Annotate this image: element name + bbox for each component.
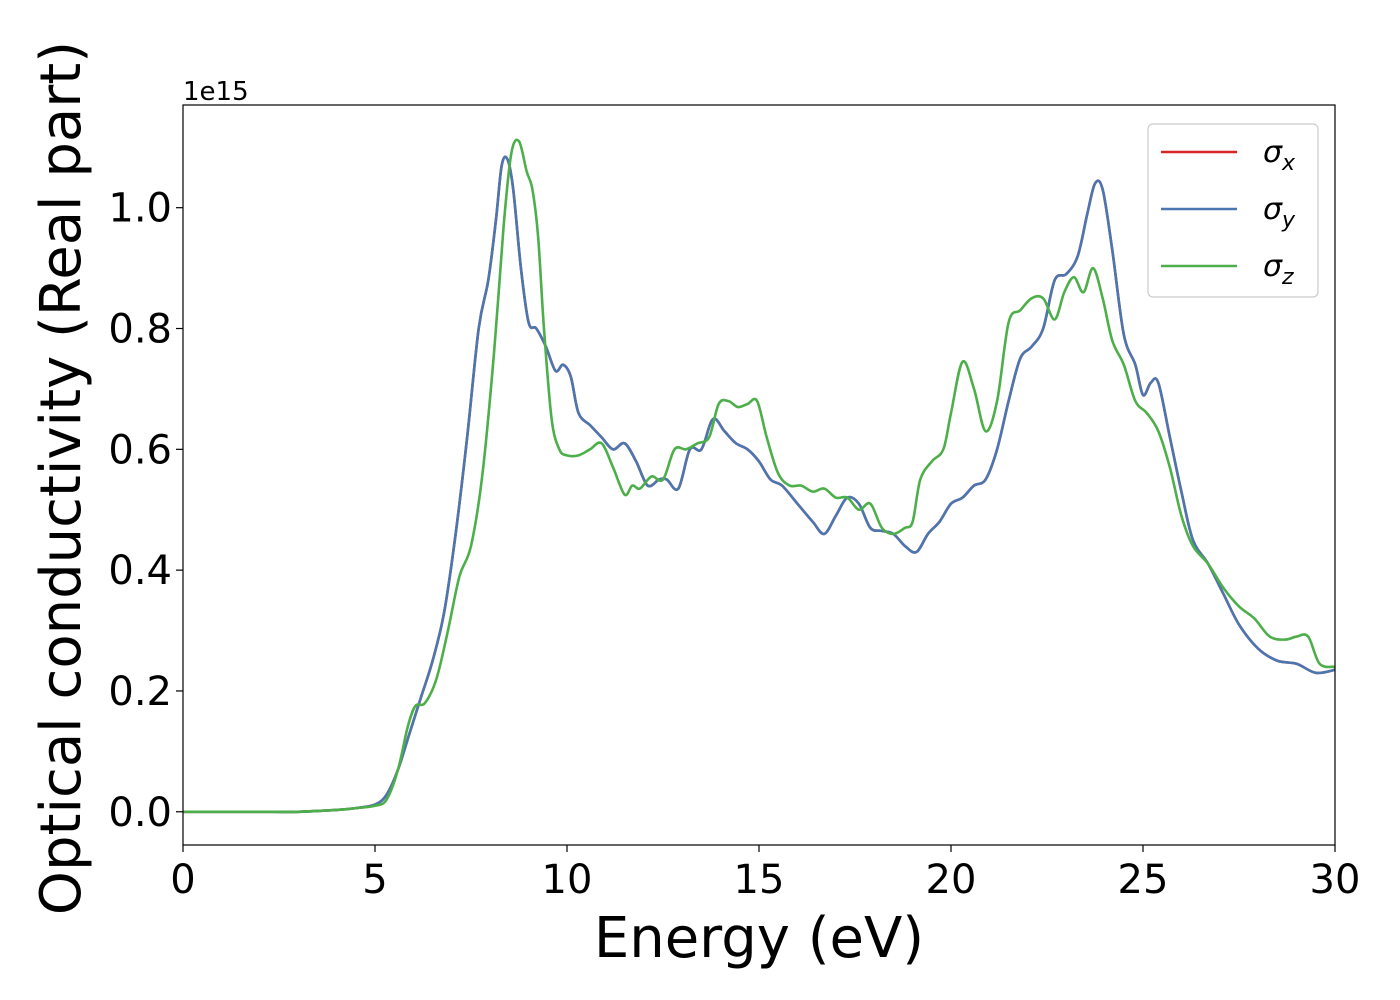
x-tick-label: 20	[926, 857, 977, 903]
y-offset-text: 1e15	[183, 77, 249, 107]
legend-label-sigma-y: σy	[1263, 192, 1296, 233]
legend-label-sigma-x: σx	[1263, 135, 1296, 176]
x-axis: 0 5 10 15 20 25 30	[170, 845, 1360, 903]
x-tick-label: 0	[170, 857, 195, 903]
series-line-sigma-z	[183, 138, 1335, 814]
x-tick-label: 5	[362, 857, 387, 903]
x-tick-label: 15	[734, 857, 785, 903]
series-line-sigma-y	[183, 155, 1335, 814]
y-tick-label: 1.0	[108, 186, 172, 232]
y-tick-label: 0.8	[108, 307, 172, 353]
series-layer	[183, 138, 1335, 814]
x-axis-label: Energy (eV)	[594, 906, 924, 971]
y-axis-label: Optical conductivity (Real part)	[29, 41, 94, 915]
x-tick-label: 25	[1118, 857, 1169, 903]
y-axis: 0.0 0.2 0.4 0.6 0.8 1.0	[108, 186, 183, 836]
legend-label-sigma-z: σz	[1263, 249, 1294, 290]
x-tick-label: 10	[542, 857, 593, 903]
legend: σx σy σz	[1147, 123, 1319, 298]
legend-box	[1147, 123, 1319, 298]
y-tick-label: 0.6	[108, 427, 172, 473]
y-tick-label: 0.2	[108, 669, 172, 715]
y-tick-label: 0.0	[108, 790, 172, 836]
y-tick-label: 0.4	[108, 548, 172, 594]
x-tick-label: 30	[1310, 857, 1361, 903]
